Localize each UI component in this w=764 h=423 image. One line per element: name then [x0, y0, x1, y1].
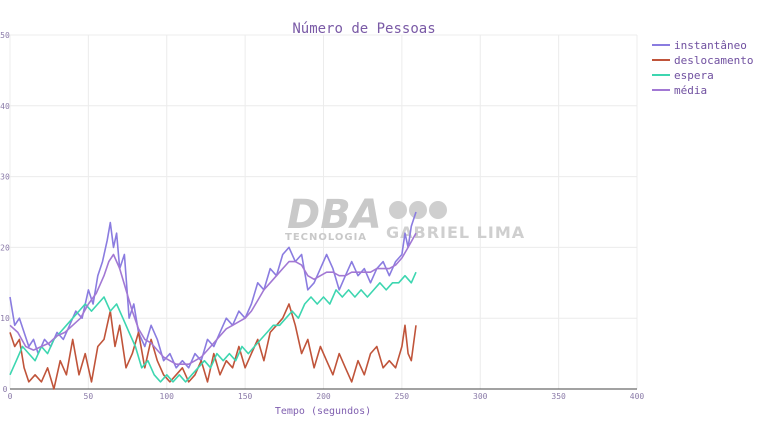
- y-tick-label: 0: [3, 385, 8, 394]
- x-tick-label: 200: [316, 392, 331, 401]
- watermark-dot-3: [429, 201, 447, 219]
- watermark-logo: DBA: [287, 192, 382, 238]
- y-tick-label: 50: [0, 31, 10, 40]
- x-tick-label: 250: [395, 392, 410, 401]
- chart-title: Número de Pessoas: [292, 21, 435, 37]
- legend: instantâneo deslocamento espera média: [652, 39, 753, 97]
- y-axis: 0 10 20 30 40 50: [0, 31, 10, 394]
- x-tick-label: 50: [84, 392, 94, 401]
- series-line-3: [9, 232, 417, 365]
- y-tick-label: 10: [0, 314, 10, 323]
- series-line-1: [9, 303, 417, 390]
- watermark-logo-sub: TECNOLOGIA: [285, 232, 367, 243]
- legend-label-2: espera: [674, 69, 714, 82]
- legend-label-3: média: [674, 84, 707, 97]
- watermark: DBA TECNOLOGIA GABRIEL LIMA: [285, 192, 525, 243]
- y-tick-label: 40: [0, 102, 10, 111]
- grid: [9, 34, 638, 390]
- legend-label-0: instantâneo: [674, 39, 747, 52]
- series-line-2: [9, 271, 417, 383]
- series-lines: [9, 211, 417, 390]
- x-axis-title: Tempo (segundos): [275, 406, 371, 417]
- watermark-dot-2: [409, 201, 427, 219]
- watermark-author: GABRIEL LIMA: [386, 223, 525, 242]
- y-tick-label: 30: [0, 173, 10, 182]
- x-tick-label: 350: [551, 392, 566, 401]
- x-tick-label: 100: [160, 392, 175, 401]
- x-tick-label: 300: [473, 392, 488, 401]
- x-tick-label: 150: [238, 392, 253, 401]
- legend-label-1: deslocamento: [674, 54, 753, 67]
- x-axis: 0 50 100 150 200 250 300 350 400: [8, 392, 645, 401]
- watermark-dot-1: [389, 201, 407, 219]
- x-tick-label: 0: [8, 392, 13, 401]
- x-tick-label: 400: [630, 392, 645, 401]
- y-tick-label: 20: [0, 243, 10, 252]
